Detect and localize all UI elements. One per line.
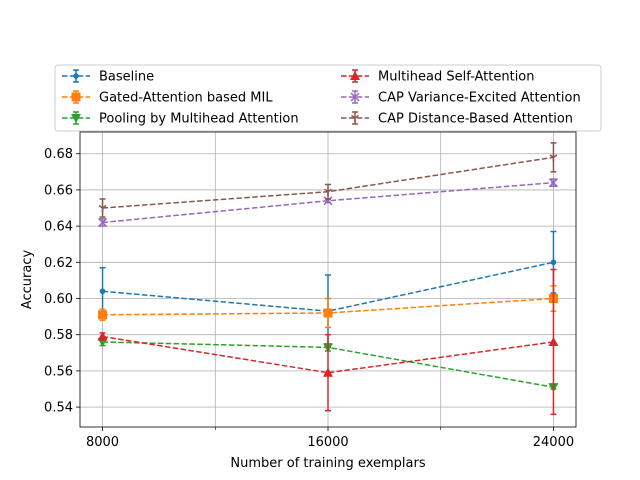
legend-swatch-marker — [350, 92, 360, 102]
legend-label: CAP Variance-Excited Attention — [378, 91, 581, 106]
x-tick-label: 8000 — [86, 435, 119, 450]
series-group — [97, 142, 559, 416]
legend-swatch-marker — [73, 73, 79, 79]
series-5 — [98, 142, 558, 218]
legend-swatch-marker — [351, 114, 359, 122]
legend-item: Gated-Attention based MIL — [62, 90, 273, 106]
data-point — [99, 288, 106, 295]
data-point — [323, 367, 333, 377]
legend-label: Pooling by Multihead Attention — [99, 112, 299, 127]
legend-frame — [54, 64, 602, 132]
legend-label: Baseline — [99, 70, 154, 85]
y-tick-label: 0.62 — [44, 256, 73, 271]
legend-swatch-marker — [71, 114, 81, 123]
legend-label: Multihead Self-Attention — [378, 70, 535, 85]
data-point — [549, 154, 558, 162]
legend-item: CAP Distance-Based Attention — [341, 111, 573, 127]
data-point — [323, 308, 333, 318]
data-point — [548, 178, 558, 188]
data-point — [98, 310, 108, 320]
legend-item: CAP Variance-Excited Attention — [341, 90, 581, 106]
y-tick-label: 0.66 — [44, 183, 73, 198]
legend: Baseline Gated-Attention based MIL Pooling… — [54, 64, 602, 132]
y-tick-label: 0.68 — [44, 147, 73, 162]
legend-item: Pooling by Multihead Attention — [62, 111, 299, 127]
legend-swatch-marker — [350, 71, 360, 80]
axes: 8000 16000 24000 0.54 0.56 0.58 0.60 0.62 0.64 0.… — [44, 147, 574, 450]
legend-swatch-marker — [71, 92, 81, 102]
legend-item: Multihead Self-Attention — [341, 69, 535, 85]
legend-item: Baseline — [62, 69, 154, 85]
data-point — [548, 336, 559, 346]
y-axis-title: Accuracy — [20, 250, 35, 310]
x-tick-label: 16000 — [307, 435, 348, 450]
data-point — [550, 259, 557, 266]
data-point — [98, 217, 108, 228]
x-tick-label: 24000 — [533, 435, 574, 450]
y-tick-label: 0.54 — [44, 401, 73, 416]
series-3 — [97, 268, 559, 416]
legend-label: CAP Distance-Based Attention — [378, 112, 573, 127]
y-tick-label: 0.64 — [44, 220, 73, 235]
y-tick-label: 0.56 — [44, 364, 73, 379]
data-point — [324, 188, 332, 196]
legend-label: Gated-Attention based MIL — [99, 91, 273, 106]
x-axis-title: Number of training exemplars — [230, 456, 425, 471]
data-point — [323, 196, 333, 206]
series-line — [102, 335, 554, 374]
data-point — [97, 331, 108, 341]
data-point — [98, 204, 107, 213]
y-tick-label: 0.58 — [44, 328, 73, 343]
y-tick-label: 0.60 — [44, 292, 73, 307]
